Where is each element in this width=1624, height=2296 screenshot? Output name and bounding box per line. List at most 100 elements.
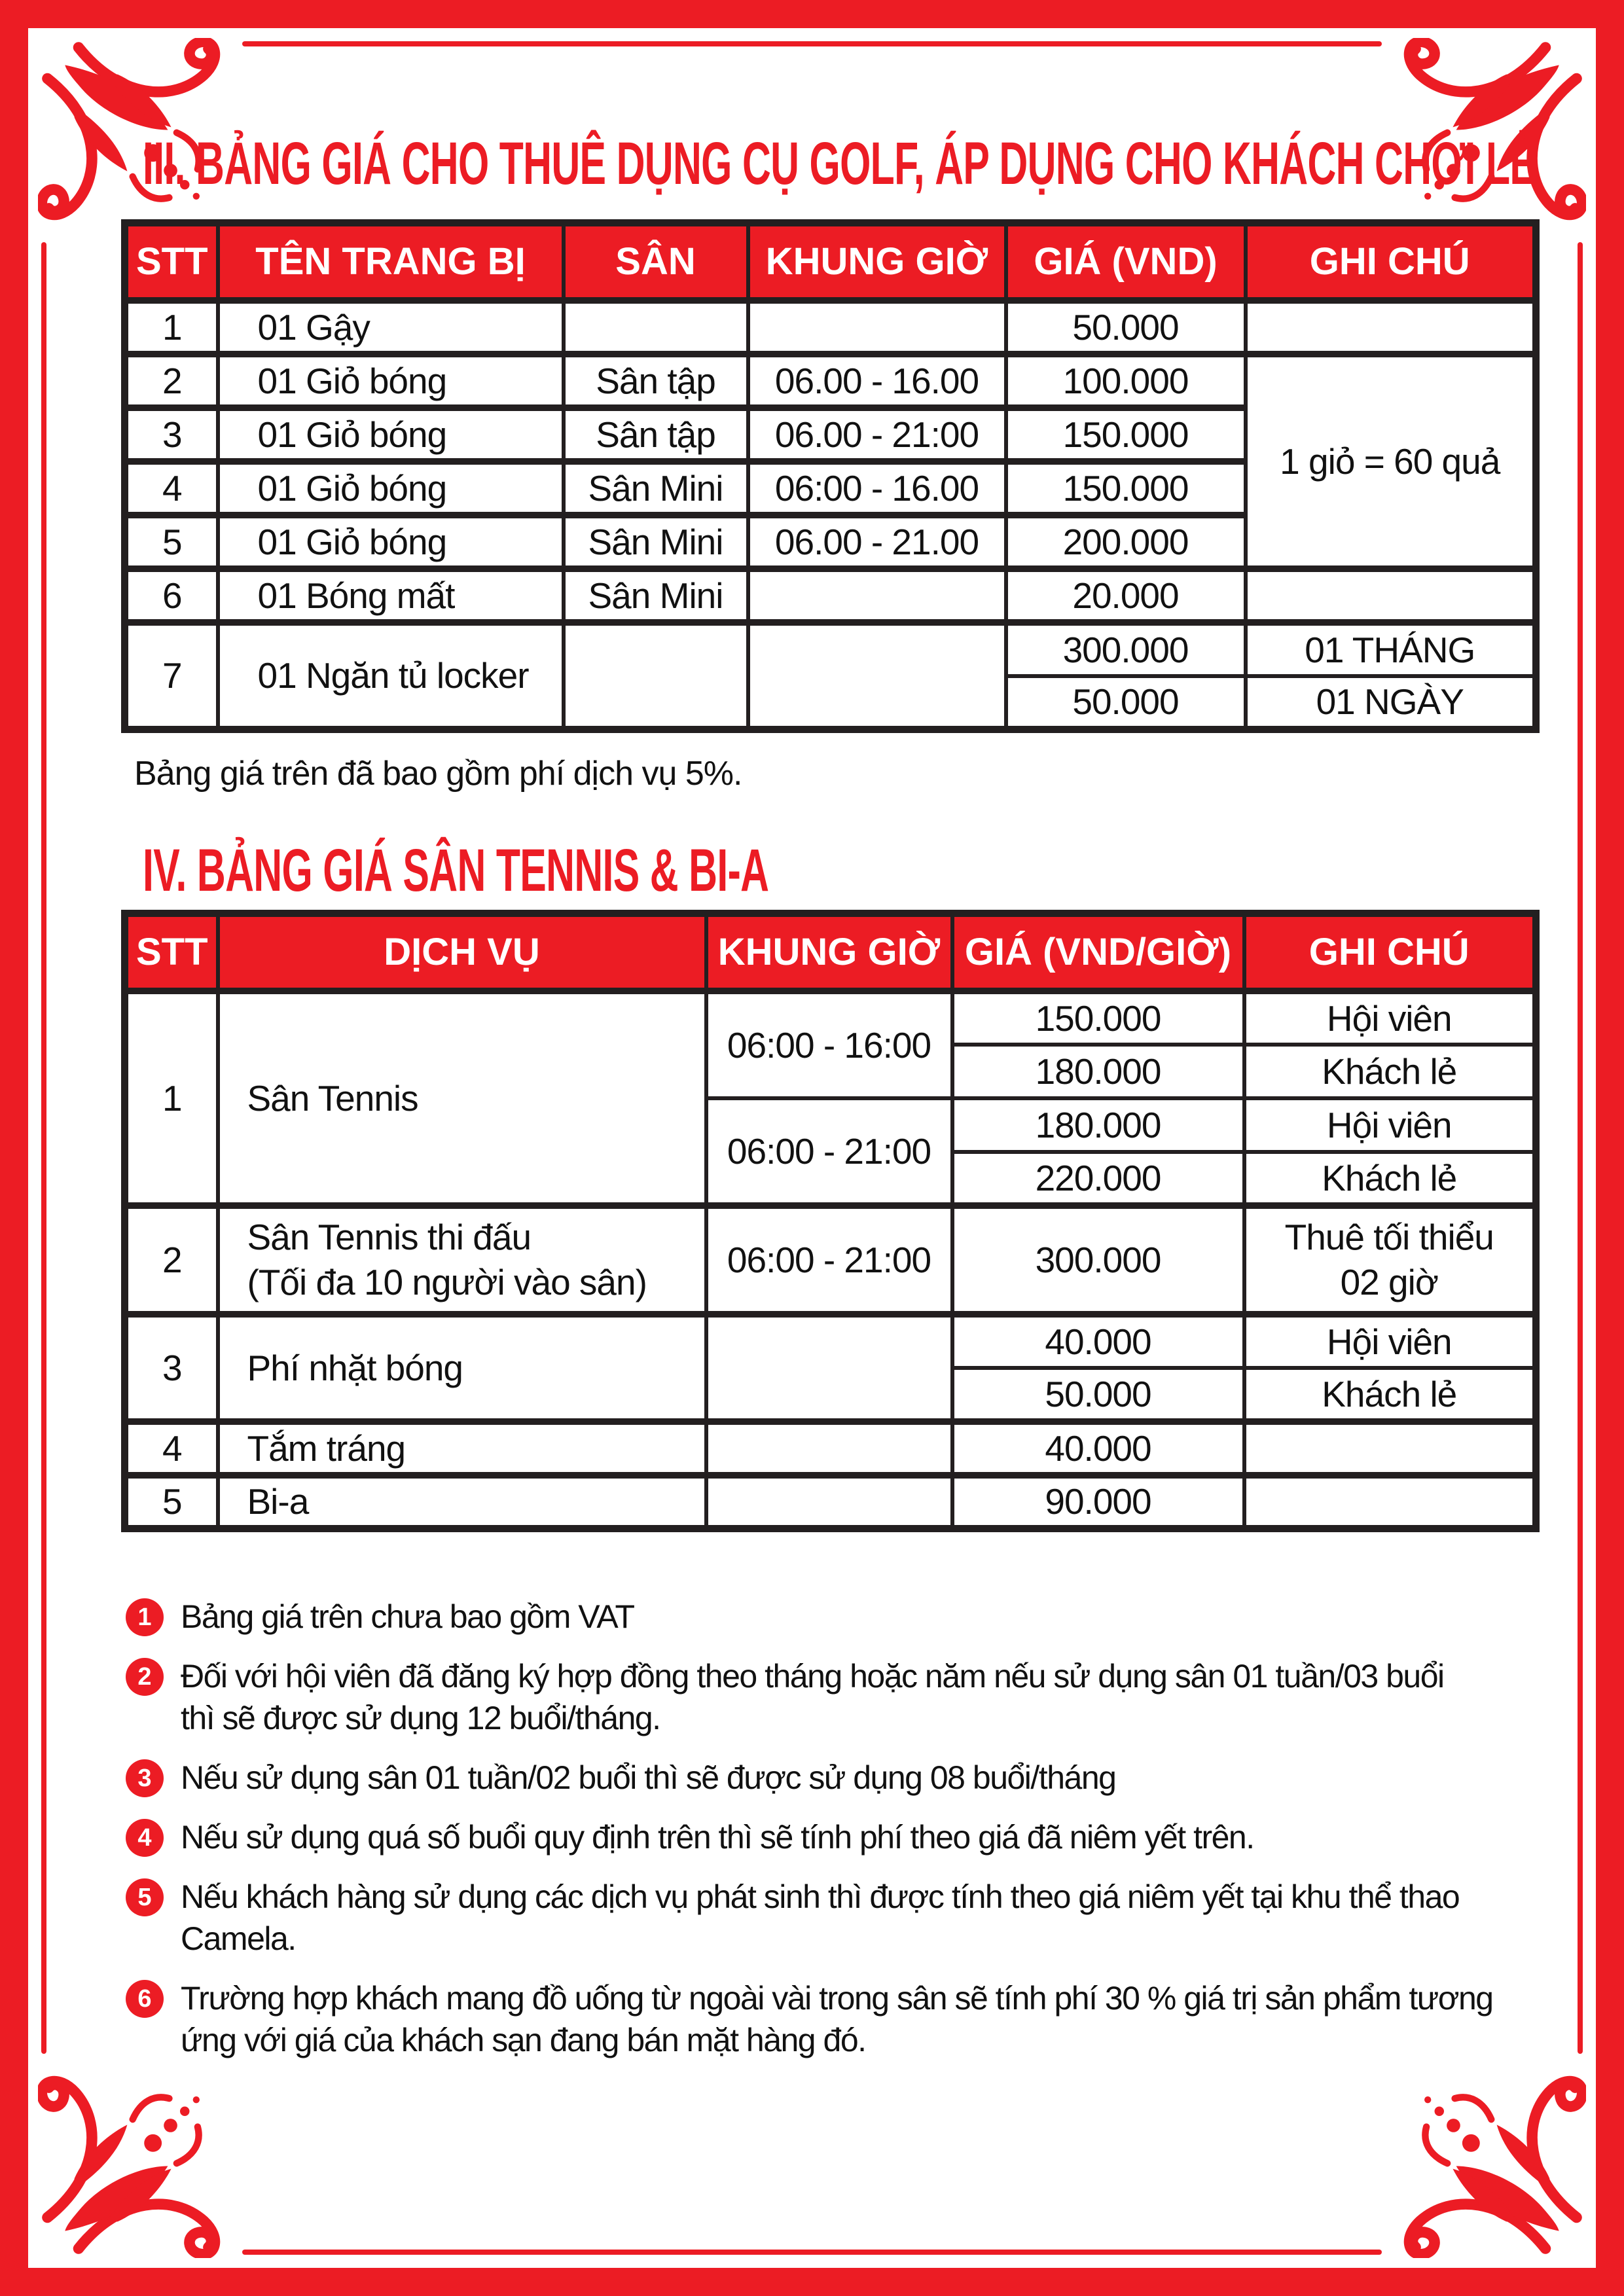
cell-gia: 300.000 <box>950 1202 1246 1316</box>
cell-stt: 3 <box>122 1310 220 1424</box>
cell-san: Sân Mini <box>561 457 750 517</box>
footnote-text: ứng với giá của khách sạn đang bán mặt h… <box>181 2022 867 2058</box>
cell-san: Sân tập <box>561 404 750 463</box>
cell-gia: 50.000 <box>950 1365 1246 1424</box>
footnote-number-badge: 4 <box>126 1819 164 1857</box>
tennis-billiard-price-table: STT DỊCH VỤ KHUNG GIỜ GIÁ (VND/GIỜ) GHI … <box>121 910 1540 1532</box>
table-row: 7 01 Ngăn tủ locker 300.000 01 THÁNG <box>122 619 1538 732</box>
cell-khung: 06.00 - 21:00 <box>746 404 1008 463</box>
header-dich-vu: DỊCH VỤ <box>215 911 708 993</box>
table-row: 6 01 Bóng mất Sân Mini 20.000 <box>122 565 1538 624</box>
cell-gia: 100.000 <box>1003 350 1248 410</box>
cell-stt: 1 <box>122 987 220 1208</box>
cell-dichvu: Sân Tennis <box>215 987 708 1208</box>
footnote-text: Nếu khách hàng sử dụng các dịch vụ phát … <box>181 1878 1460 1915</box>
footnote-number-badge: 6 <box>126 1980 164 2018</box>
ghi-line1: Thuê tối thiểu <box>1284 1216 1494 1257</box>
cell-dichvu: Bi-a <box>215 1471 708 1531</box>
cell-ghi: Khách lẻ <box>1242 1365 1538 1424</box>
golf-price-table: STT TÊN TRANG BỊ SÂN KHUNG GIỜ GIÁ (VND)… <box>121 219 1540 733</box>
cell-stt: 7 <box>122 619 220 732</box>
header-stt: STT <box>122 911 220 993</box>
table-row: 2 Sân Tennis thi đấu (Tối đa 10 người và… <box>122 1202 1538 1316</box>
cell-ten: 01 Bóng mất <box>215 565 566 624</box>
cell-ghi-merged: 1 giỏ = 60 quả <box>1243 350 1538 571</box>
header-gia: GIÁ (VND) <box>1003 221 1248 302</box>
cell-stt: 3 <box>122 404 220 463</box>
cell-khung <box>746 565 1008 624</box>
table-subrow: 220.000 Khách lẻ <box>125 1149 1538 1208</box>
footnote-item: 5 Nếu khách hàng sử dụng các dịch vụ phá… <box>126 1876 1546 1960</box>
cell-khung <box>746 296 1008 356</box>
table-row: 5 Bi-a 90.000 <box>122 1471 1538 1531</box>
table-row: 4 Tắm tráng 40.000 <box>122 1418 1538 1477</box>
footnote-text: Nếu sử dụng sân 01 tuần/02 buổi thì sẽ đ… <box>181 1759 1117 1796</box>
table-subrow: 180.000 Khách lẻ <box>125 1042 1538 1100</box>
cell-stt: 4 <box>122 457 220 517</box>
cell-san: Sân tập <box>561 350 750 410</box>
cell-khung-2: 06:00 - 21:00 <box>704 1096 954 1208</box>
footnote-text: Bảng giá trên chưa bao gồm VAT <box>181 1598 635 1635</box>
cell-stt: 5 <box>122 511 220 571</box>
cell-dichvu: Sân Tennis thi đấu (Tối đa 10 người vào … <box>215 1202 708 1316</box>
dichvu-line2: (Tối đa 10 người vào sân) <box>247 1261 647 1302</box>
table-row: 3 Phí nhặt bóng 40.000 Hội viên <box>122 1310 1538 1424</box>
cell-khung: 06:00 - 16.00 <box>746 457 1008 517</box>
cell-khung <box>704 1471 954 1531</box>
section3-title: III. BẢNG GIÁ CHO THUÊ DỤNG CỤ GOLF, ÁP … <box>143 130 1536 197</box>
footnotes-list: 1 Bảng giá trên chưa bao gồm VAT 2 Đối v… <box>126 1596 1546 2079</box>
cell-san <box>561 619 750 732</box>
cell-ghi: Hội viên <box>1242 1096 1538 1154</box>
cell-ghi: Hội viên <box>1242 987 1538 1047</box>
cell-ten: 01 Giỏ bóng <box>215 350 566 410</box>
cell-ghi: Khách lẻ <box>1242 1149 1538 1208</box>
cell-stt: 5 <box>122 1471 220 1531</box>
cell-gia: 150.000 <box>950 987 1246 1047</box>
cell-khung <box>704 1310 954 1424</box>
cell-gia-ngay: 50.000 <box>1003 673 1248 732</box>
cell-ghi <box>1242 1418 1538 1477</box>
cell-ghi: Thuê tối thiểu 02 giờ <box>1242 1202 1538 1316</box>
header-stt: STT <box>122 221 220 302</box>
cell-stt: 6 <box>122 565 220 624</box>
cell-gia: 150.000 <box>1003 457 1248 517</box>
footnote-number-badge: 1 <box>126 1598 164 1636</box>
cell-gia: 150.000 <box>1003 404 1248 463</box>
cell-stt: 4 <box>122 1418 220 1477</box>
corner-flourish-icon <box>1383 2055 1586 2258</box>
corner-flourish-icon <box>38 2055 241 2258</box>
header-ghi-chu: GHI CHÚ <box>1242 911 1538 993</box>
cell-gia: 40.000 <box>950 1418 1246 1477</box>
cell-ten: 01 Giỏ bóng <box>215 404 566 463</box>
footnote-number-badge: 2 <box>126 1658 164 1696</box>
cell-stt: 2 <box>122 1202 220 1316</box>
cell-ghi <box>1243 565 1538 624</box>
section4-title: IV. BẢNG GIÁ SÂN TENNIS & BI-A <box>143 837 769 904</box>
inner-border-line-top <box>242 41 1382 46</box>
cell-ghi: Khách lẻ <box>1242 1042 1538 1100</box>
cell-khung: 06:00 - 21:00 <box>704 1202 954 1316</box>
footnote-text: Camela. <box>181 1920 297 1957</box>
header-khung-gio: KHUNG GIỜ <box>704 911 954 993</box>
cell-ghi <box>1242 1471 1538 1531</box>
footnote-text: Trường hợp khách mang đồ uống từ ngoài v… <box>181 1980 1494 2017</box>
cell-dichvu: Phí nhặt bóng <box>215 1310 708 1424</box>
dichvu-line1: Sân Tennis thi đấu <box>247 1216 532 1257</box>
table-row: 3 01 Giỏ bóng Sân tập 06.00 - 21:00 150.… <box>122 404 1536 463</box>
cell-ten: 01 Ngăn tủ locker <box>215 619 566 732</box>
cell-ten: 01 Giỏ bóng <box>215 457 566 517</box>
service-fee-note: Bảng giá trên đã bao gồm phí dịch vụ 5%. <box>134 755 742 793</box>
cell-gia: 40.000 <box>950 1310 1246 1370</box>
footnote-text: Đối với hội viên đã đăng ký hợp đồng the… <box>181 1658 1445 1695</box>
cell-gia: 90.000 <box>950 1471 1246 1531</box>
footnote-item: 1 Bảng giá trên chưa bao gồm VAT <box>126 1596 1546 1638</box>
cell-gia-thang: 300.000 <box>1003 619 1248 678</box>
inner-border-line-bottom <box>242 2250 1382 2255</box>
header-khung-gio: KHUNG GIỜ <box>746 221 1008 302</box>
cell-ghi <box>1243 296 1538 356</box>
footnote-number-badge: 3 <box>126 1759 164 1797</box>
cell-stt: 2 <box>122 350 220 410</box>
cell-gia: 180.000 <box>950 1042 1246 1100</box>
cell-gia: 200.000 <box>1003 511 1248 571</box>
header-ghi-chu: GHI CHÚ <box>1243 221 1538 302</box>
